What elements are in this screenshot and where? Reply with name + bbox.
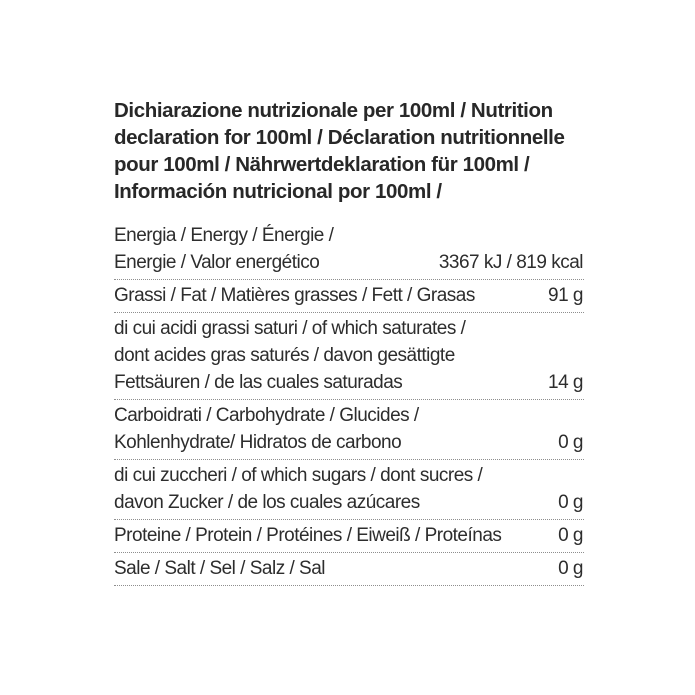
row-value: 0 g <box>558 432 583 453</box>
table-row-fat: Grassi / Fat / Matières grasses / Fett /… <box>114 280 584 313</box>
table-row-sugars: di cui zuccheri / of which sugars / dont… <box>114 460 584 520</box>
row-value: 0 g <box>558 525 583 546</box>
table-row-energy: Energia / Energy / Énergie / Energie / V… <box>114 220 584 280</box>
row-value: 0 g <box>558 492 583 513</box>
row-label: Carboidrati / Carbohydrate / Glucides / … <box>114 405 419 453</box>
nutrition-label-content: Dichiarazione nutrizionale per 100ml / N… <box>114 97 584 586</box>
row-value: 3367 kJ / 819 kcal <box>438 252 584 273</box>
row-label: Sale / Salt / Sel / Salz / Sal <box>114 558 326 579</box>
row-label: di cui zuccheri / of which sugars / dont… <box>114 465 483 513</box>
table-row-salt: Sale / Salt / Sel / Salz / Sal 0 g <box>114 553 584 586</box>
row-value: 91 g <box>548 285 583 306</box>
row-label: di cui acidi grassi saturi / of which sa… <box>114 318 466 393</box>
row-value: 14 g <box>548 372 583 393</box>
row-label: Grassi / Fat / Matières grasses / Fett /… <box>114 285 475 306</box>
row-value: 0 g <box>558 558 583 579</box>
table-row-saturates: di cui acidi grassi saturi / of which sa… <box>114 313 584 400</box>
row-label: Proteine / Protein / Protéines / Eiweiß … <box>114 525 502 546</box>
nutrition-table: Energia / Energy / Énergie / Energie / V… <box>114 220 584 586</box>
row-label: Energia / Energy / Énergie / Energie / V… <box>114 225 334 273</box>
table-row-carbohydrate: Carboidrati / Carbohydrate / Glucides / … <box>114 400 584 460</box>
nutrition-declaration-title: Dichiarazione nutrizionale per 100ml / N… <box>114 99 565 203</box>
table-row-protein: Proteine / Protein / Protéines / Eiweiß … <box>114 520 584 553</box>
